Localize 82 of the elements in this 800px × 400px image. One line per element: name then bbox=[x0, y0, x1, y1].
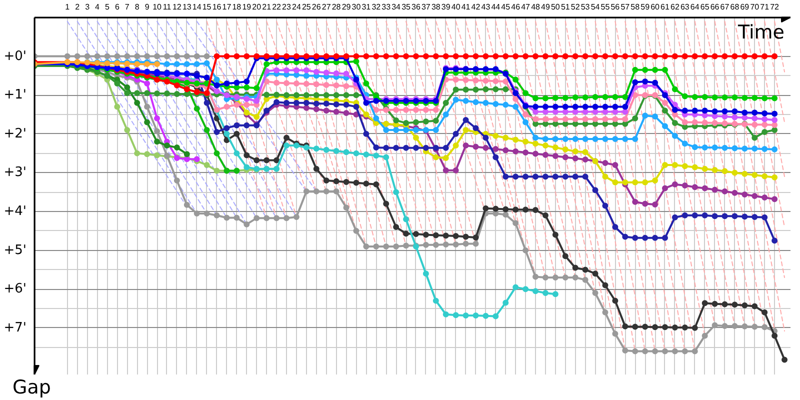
y-axis-title: Gap bbox=[12, 376, 51, 398]
x-tick-label: 50 bbox=[550, 2, 560, 12]
x-tick-label: 6 bbox=[114, 2, 120, 12]
x-tick-label: 8 bbox=[134, 2, 140, 12]
x-tick-label: 57 bbox=[620, 2, 630, 12]
x-tick-label: 56 bbox=[610, 2, 620, 12]
x-tick-label: 71 bbox=[760, 2, 770, 12]
x-tick-label: 41 bbox=[461, 2, 471, 12]
x-tick-label: 13 bbox=[182, 2, 192, 12]
x-tick-label: 21 bbox=[262, 2, 272, 12]
x-tick-label: 19 bbox=[242, 2, 252, 12]
x-tick-label: 26 bbox=[312, 2, 322, 12]
y-tick-label: +2' bbox=[4, 126, 27, 142]
x-tick-label: 53 bbox=[580, 2, 590, 12]
x-tick-label: 38 bbox=[431, 2, 441, 12]
x-tick-label: 25 bbox=[302, 2, 312, 12]
x-tick-label: 31 bbox=[362, 2, 372, 12]
x-tick-label: 18 bbox=[232, 2, 242, 12]
x-tick-label: 58 bbox=[630, 2, 640, 12]
x-tick-label: 36 bbox=[412, 2, 421, 12]
x-tick-label: 51 bbox=[560, 2, 570, 12]
x-tick-label: 11 bbox=[162, 2, 172, 12]
x-tick-label: 23 bbox=[282, 2, 292, 12]
x-tick-label: 43 bbox=[481, 2, 491, 12]
x-tick-label: 40 bbox=[451, 2, 461, 12]
y-tick-label: +5' bbox=[4, 242, 27, 258]
y-tick-label: +0' bbox=[4, 48, 27, 64]
x-tick-label: 1 bbox=[65, 2, 70, 12]
x-tick-label: 44 bbox=[491, 2, 501, 12]
x-tick-label: 48 bbox=[531, 2, 541, 12]
x-tick-label: 47 bbox=[521, 2, 531, 12]
x-tick-label: 42 bbox=[471, 2, 481, 12]
y-tick-label: +6' bbox=[4, 282, 27, 297]
x-tick-label: 66 bbox=[710, 2, 720, 12]
x-tick-label: 9 bbox=[144, 2, 150, 12]
x-tick-label: 7 bbox=[124, 2, 130, 12]
x-tick-label: 34 bbox=[392, 2, 402, 12]
y-tick-label: +3' bbox=[4, 165, 27, 180]
x-tick-label: 61 bbox=[660, 2, 670, 12]
x-tick-label: 45 bbox=[501, 2, 511, 12]
x-tick-label: 22 bbox=[272, 2, 282, 12]
x-tick-label: 12 bbox=[172, 2, 182, 12]
x-tick-label: 62 bbox=[670, 2, 680, 12]
x-tick-label: 15 bbox=[202, 2, 212, 12]
x-tick-label: 52 bbox=[570, 2, 580, 12]
x-tick-label: 3 bbox=[85, 2, 90, 12]
x-tick-label: 27 bbox=[322, 2, 332, 12]
x-tick-label: 60 bbox=[650, 2, 660, 12]
x-tick-label: 65 bbox=[700, 2, 710, 12]
x-tick-label: 5 bbox=[104, 2, 110, 12]
y-tick-label: +7' bbox=[4, 320, 27, 336]
x-tick-label: 59 bbox=[640, 2, 650, 12]
x-tick-label: 28 bbox=[332, 2, 342, 12]
x-tick-label: 32 bbox=[372, 2, 382, 12]
x-tick-label: 2 bbox=[75, 2, 80, 12]
x-tick-label: 64 bbox=[690, 2, 700, 12]
x-tick-label: 72 bbox=[770, 2, 780, 12]
x-tick-label: 46 bbox=[511, 2, 521, 12]
x-tick-label: 55 bbox=[600, 2, 610, 12]
x-axis-title: Time bbox=[737, 22, 784, 44]
x-tick-label: 10 bbox=[152, 2, 162, 12]
x-tick-label: 14 bbox=[192, 2, 202, 12]
x-tick-label: 4 bbox=[95, 2, 100, 12]
x-tick-label: 16 bbox=[212, 2, 222, 12]
y-tick-label: +1' bbox=[4, 88, 27, 103]
x-tick-label: 54 bbox=[590, 2, 600, 12]
x-tick-label: 37 bbox=[421, 2, 431, 12]
x-tick-label: 30 bbox=[352, 2, 362, 12]
x-tick-label: 68 bbox=[730, 2, 740, 12]
x-tick-label: 17 bbox=[222, 2, 232, 12]
x-tick-label: 39 bbox=[441, 2, 451, 12]
x-tick-label: 29 bbox=[342, 2, 352, 12]
x-tick-label: 33 bbox=[382, 2, 392, 12]
x-tick-label: 69 bbox=[740, 2, 750, 12]
x-tick-label: 49 bbox=[541, 2, 550, 12]
x-tick-label: 70 bbox=[750, 2, 760, 12]
x-tick-label: 63 bbox=[680, 2, 690, 12]
x-tick-label: 67 bbox=[720, 2, 730, 12]
x-tick-label: 20 bbox=[252, 2, 262, 12]
x-tick-label: 35 bbox=[402, 2, 412, 12]
y-tick-label: +4' bbox=[4, 204, 27, 220]
x-tick-label: 24 bbox=[292, 2, 302, 12]
